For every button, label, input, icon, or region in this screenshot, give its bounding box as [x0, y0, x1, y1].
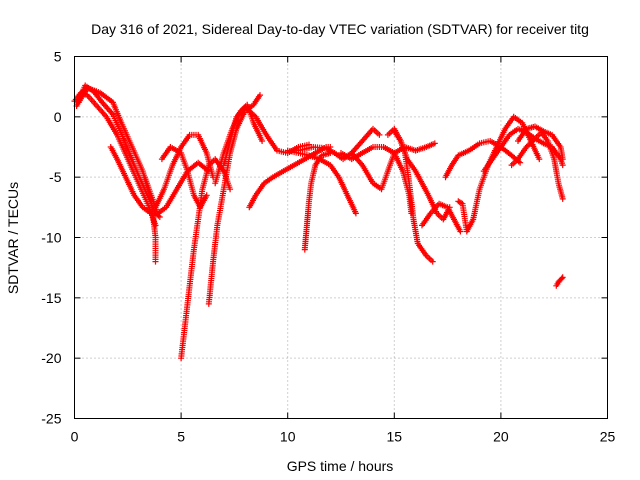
x-tick-label: 5: [177, 429, 185, 445]
series-arc-17: [348, 150, 415, 217]
series-arc-19: [391, 128, 453, 223]
y-tick-label: -10: [41, 230, 61, 246]
x-tick-label: 10: [280, 429, 296, 445]
series-arc-20: [419, 200, 464, 235]
series-arc-22: [455, 113, 543, 235]
series-arc-13: [301, 150, 334, 253]
y-axis-label: SDTVAR / TECUs: [5, 182, 21, 294]
x-tick-label: 0: [71, 429, 79, 445]
chart-title: Day 316 of 2021, Sidereal Day-to-day VTE…: [91, 21, 589, 37]
series-arc-5: [141, 159, 212, 217]
data-marker-arc: [553, 274, 566, 289]
x-tick-label: 25: [600, 429, 616, 445]
data-marker-arc: [442, 138, 524, 181]
data-marker-arc: [419, 200, 464, 235]
data-marker-arc: [515, 123, 566, 163]
data-marker-arc: [141, 159, 212, 217]
series-arc-10: [212, 101, 266, 187]
y-tick-label: -20: [41, 350, 61, 366]
series-arc-24: [508, 129, 566, 202]
x-axis-label: GPS time / hours: [287, 458, 394, 474]
series-arc-3: [75, 84, 159, 265]
data-marker-arc: [75, 84, 159, 265]
x-tick-label: 15: [387, 429, 403, 445]
data-marker-arc: [348, 150, 415, 217]
axis-ticks: 0 5 10 15 20 25 -25 -20 -15 -10 -5 0 5: [41, 49, 615, 445]
y-tick-label: 5: [54, 49, 62, 65]
data-marker-arc: [212, 101, 266, 187]
series-arc-4: [107, 144, 155, 217]
grid: [74, 56, 608, 419]
y-tick-label: 0: [54, 109, 62, 125]
series-arc-25: [515, 123, 566, 163]
data-marker-arc: [455, 113, 543, 235]
data-marker-arc: [220, 104, 312, 169]
series-arc-21: [442, 138, 524, 181]
data-points: [71, 82, 566, 362]
data-marker-arc: [301, 150, 334, 253]
y-tick-label: -25: [41, 411, 61, 427]
data-marker-arc: [107, 144, 155, 217]
y-tick-label: -5: [49, 169, 62, 185]
y-tick-label: -15: [41, 290, 61, 306]
x-tick-label: 20: [493, 429, 509, 445]
data-marker-arc: [391, 128, 453, 223]
series-arc-26: [553, 274, 566, 289]
data-marker-arc: [508, 129, 566, 202]
series-arc-11: [220, 104, 312, 169]
